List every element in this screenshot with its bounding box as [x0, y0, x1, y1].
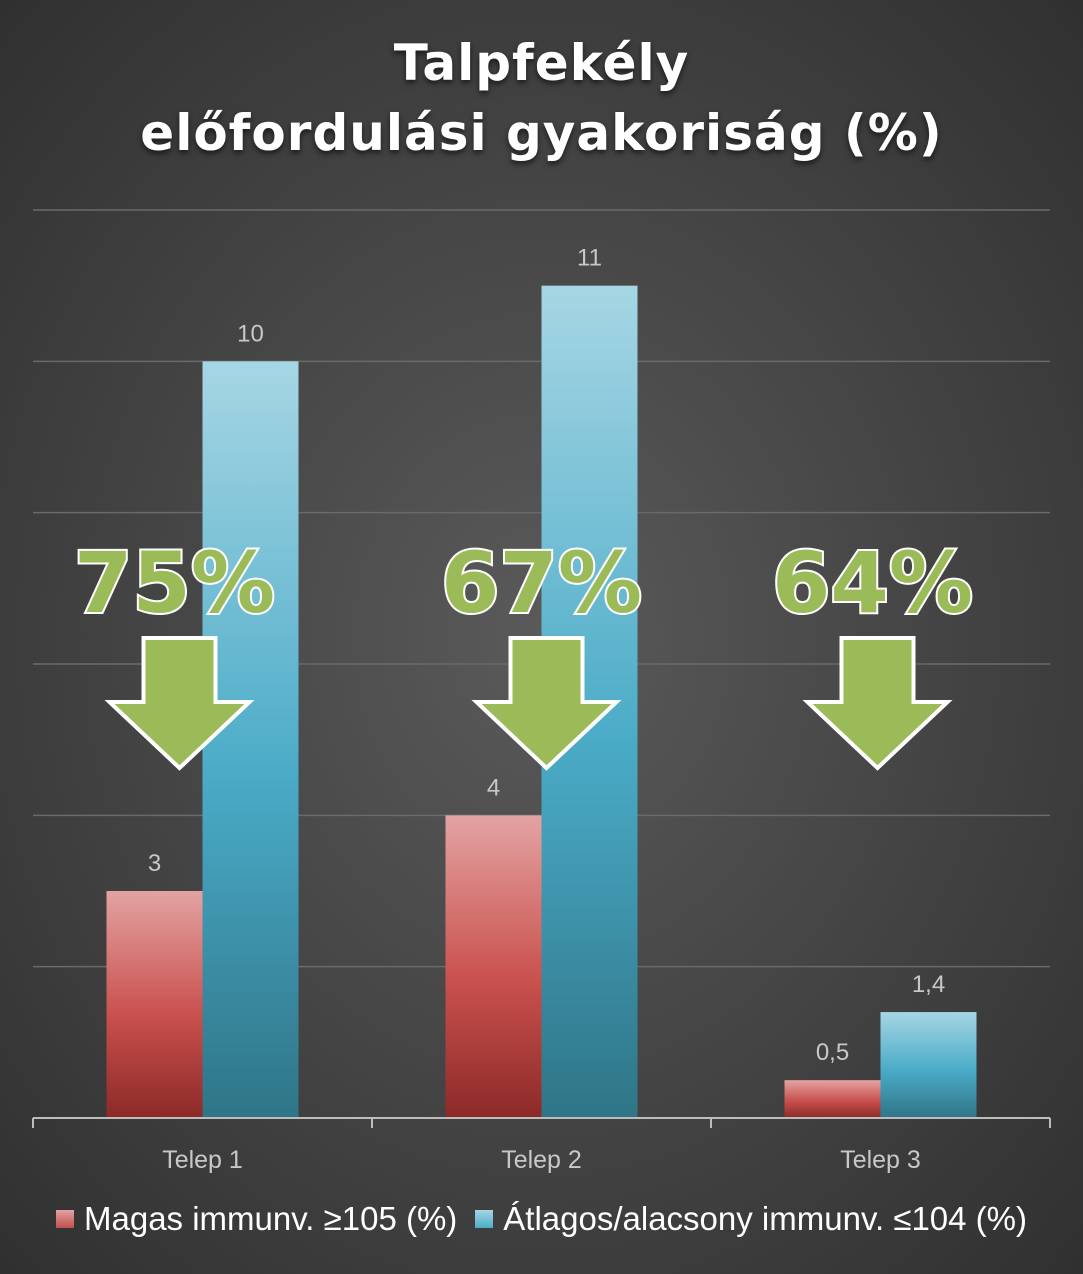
x-axis: Telep 1 Telep 2 Telep 3: [32, 1117, 1051, 1174]
legend-swatch-red: [56, 1210, 74, 1228]
percentage-annotation: 75%: [74, 534, 275, 632]
legend-swatch-blue: [475, 1210, 494, 1228]
data-label: 4: [487, 774, 500, 801]
chart-title-line-2: előfordulási gyakoriság (%): [140, 104, 943, 162]
x-tick-label: Telep 1: [162, 1146, 243, 1174]
legend-label-series-1: Magas immunv. ≥105 (%): [84, 1200, 458, 1237]
bar-red: [106, 891, 203, 1118]
data-label: 0,5: [816, 1039, 849, 1066]
bar-blue: [202, 361, 299, 1118]
down-arrow-icon: [802, 636, 953, 771]
legend: Magas immunv. ≥105 (%) Átlagos/alacsony …: [0, 1200, 1083, 1238]
x-tick-label: Telep 2: [501, 1146, 582, 1174]
down-arrow-icon: [104, 636, 255, 771]
annotations: 75% 67% 64%: [72, 532, 975, 771]
bar-red: [445, 815, 542, 1118]
percentage-annotation: 64%: [772, 534, 973, 632]
data-label: 10: [237, 320, 264, 347]
data-label: 11: [577, 245, 602, 272]
bar-blue: [880, 1012, 977, 1118]
x-tick-label: Telep 3: [840, 1146, 921, 1174]
legend-label-series-2: Átlagos/alacsony immunv. ≤104 (%): [503, 1200, 1027, 1237]
data-label: 3: [148, 850, 161, 877]
legend-item-series-2: Átlagos/alacsony immunv. ≤104 (%): [475, 1200, 1027, 1238]
down-arrow-icon: [471, 636, 622, 771]
data-label: 1,4: [912, 971, 945, 998]
legend-item-series-1: Magas immunv. ≥105 (%): [56, 1200, 457, 1238]
bar-red: [784, 1080, 881, 1118]
chart-title-line-1: Talpfekély: [393, 34, 690, 92]
percentage-annotation: 67%: [441, 534, 642, 632]
chart-title: Talpfekély előfordulási gyakoriság (%): [0, 28, 1083, 168]
